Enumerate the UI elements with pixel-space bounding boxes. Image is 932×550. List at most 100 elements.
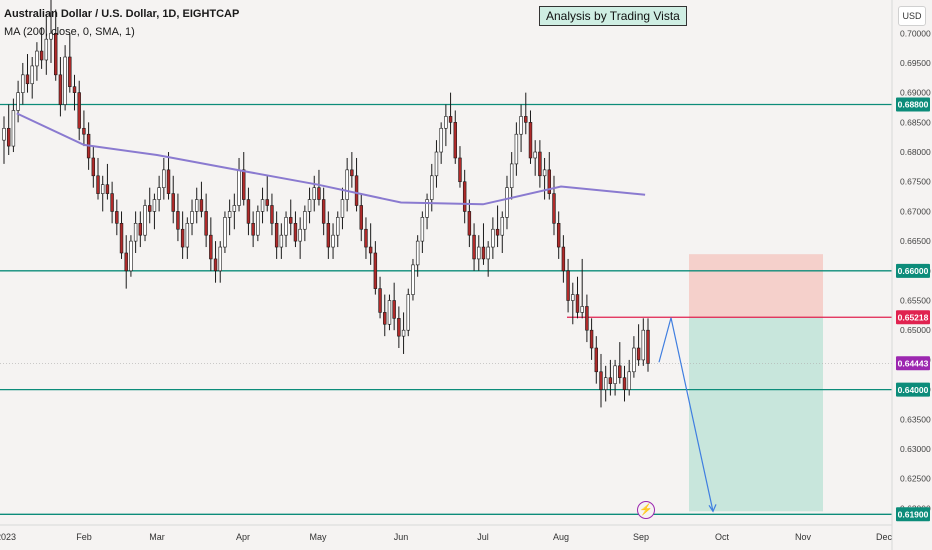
- price-tick-label: 0.66500: [900, 236, 931, 246]
- candle-body: [270, 205, 274, 224]
- candle-body: [138, 223, 143, 236]
- level-price-tag: 0.68800: [898, 100, 929, 110]
- candle-body: [133, 223, 138, 242]
- candle-body: [68, 56, 72, 88]
- candle-body: [129, 240, 133, 272]
- candle-body: [415, 240, 420, 266]
- candle-body: [533, 151, 537, 159]
- candle-body: [11, 110, 16, 147]
- candle-body: [368, 246, 373, 254]
- candle-body: [166, 169, 171, 194]
- candle-body: [176, 211, 180, 230]
- candle-body: [472, 234, 476, 260]
- candle-body: [434, 151, 439, 177]
- candle-body: [500, 217, 504, 236]
- candle-body: [284, 217, 288, 236]
- candle-body: [575, 294, 580, 313]
- candle-body: [148, 205, 152, 212]
- trade-zones: [689, 254, 823, 512]
- candle-body: [101, 184, 105, 194]
- candle-body: [401, 329, 406, 337]
- candle-body: [232, 205, 237, 212]
- candle-body: [30, 65, 34, 85]
- price-tick-label: 0.67500: [900, 177, 931, 187]
- candle-body: [265, 199, 269, 206]
- candle-body: [298, 228, 302, 242]
- candle-body: [603, 377, 608, 390]
- candle-body: [21, 74, 25, 93]
- price-tick-label: 0.69000: [900, 88, 931, 98]
- time-tick-label: Dec: [876, 532, 893, 542]
- candle-body: [307, 199, 312, 212]
- candle-body: [392, 300, 396, 319]
- price-tick-label: 0.68500: [900, 117, 931, 127]
- candle-body: [190, 211, 194, 224]
- indicator-label[interactable]: MA (200, close, 0, SMA, 1): [4, 26, 135, 38]
- candle-body: [63, 56, 67, 105]
- time-tick-label: Mar: [149, 532, 165, 542]
- candle-body: [124, 252, 128, 272]
- candle-body: [406, 294, 410, 331]
- candle-body: [35, 50, 39, 67]
- time-tick-label: Sep: [633, 532, 649, 542]
- price-tick-label: 0.68000: [900, 147, 931, 157]
- candle-body: [364, 228, 368, 248]
- candle-body: [223, 217, 227, 248]
- lightning-icon[interactable]: ⚡: [637, 501, 655, 519]
- candle-body: [44, 38, 49, 61]
- moving-average-line: [16, 112, 646, 206]
- currency-button[interactable]: USD: [898, 6, 926, 26]
- candle-body: [580, 306, 584, 313]
- candle-body: [486, 246, 490, 260]
- time-tick-label: Aug: [553, 532, 569, 542]
- analysis-banner: Analysis by Trading Vista: [539, 6, 687, 26]
- time-tick-label: Jun: [394, 532, 409, 542]
- candle-body: [49, 32, 53, 40]
- projection-arrowhead: [708, 504, 717, 513]
- candle-body: [256, 211, 260, 236]
- candle-body: [209, 234, 213, 260]
- candle-body: [585, 306, 589, 331]
- candle-body: [552, 193, 556, 224]
- candle-body: [387, 300, 392, 325]
- candle-body: [542, 169, 547, 177]
- candle-body: [279, 234, 284, 248]
- price-tick-label: 0.65500: [900, 296, 931, 306]
- candle-body: [58, 74, 63, 105]
- candle-body: [566, 270, 570, 301]
- level-price-tag: 0.61900: [898, 510, 929, 520]
- candle-body: [491, 228, 495, 248]
- candle-body: [25, 74, 30, 85]
- candle-body: [345, 169, 349, 200]
- candle-body: [180, 228, 185, 248]
- price-tick-label: 0.67000: [900, 206, 931, 216]
- candle-body: [312, 187, 316, 200]
- candle-body: [632, 347, 636, 373]
- candle-body: [204, 211, 208, 236]
- take-profit-zone: [689, 317, 823, 512]
- candle-body: [213, 258, 218, 272]
- price-tick-label: 0.70000: [900, 28, 931, 38]
- candle-body: [383, 312, 387, 325]
- candle-body: [246, 199, 251, 224]
- level-price-tag: 0.66000: [898, 266, 929, 276]
- candle-body: [274, 223, 279, 248]
- candle-body: [477, 246, 481, 260]
- candle-body: [505, 187, 509, 218]
- candle-body: [528, 122, 533, 159]
- candle-body: [82, 127, 86, 135]
- projection-path: [658, 317, 717, 513]
- time-tick-label: Jul: [477, 532, 489, 542]
- current-price-tag-bg: [896, 356, 930, 371]
- level-price-tag-bg: [896, 507, 930, 522]
- candle-body: [509, 163, 514, 188]
- chart-title[interactable]: Australian Dollar / U.S. Dollar, 1D, EIG…: [4, 8, 240, 20]
- candle-body: [293, 223, 298, 242]
- candle-body: [143, 205, 147, 236]
- candle-body: [514, 133, 519, 165]
- time-tick-label: Nov: [795, 532, 812, 542]
- candle-body: [115, 211, 119, 224]
- price-tags: 0.68800 0.66000 0.64000 0.61900 0.65218 0.644…: [896, 97, 930, 522]
- candle-body: [237, 169, 241, 206]
